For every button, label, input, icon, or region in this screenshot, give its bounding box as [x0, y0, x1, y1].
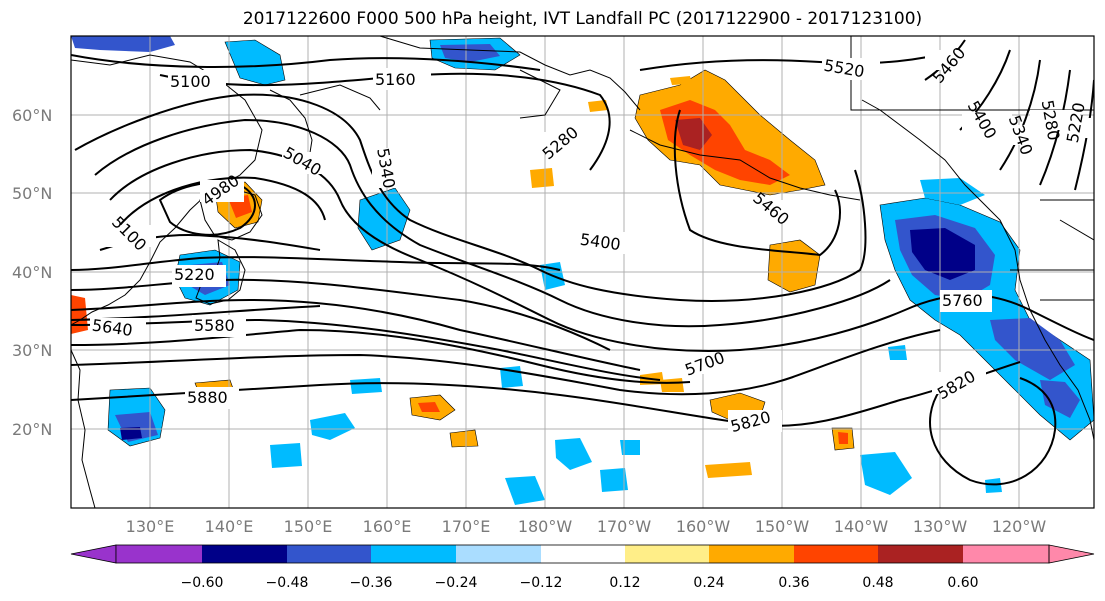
lon-label: 170°W — [597, 517, 652, 536]
colorbar-segment — [287, 545, 371, 563]
coastlines — [71, 36, 1094, 508]
colorbar-segment — [456, 545, 541, 563]
lon-label: 120°W — [992, 517, 1047, 536]
lon-label: 180°W — [518, 517, 573, 536]
lat-label-50n: 50°N — [12, 184, 52, 203]
colorbar-tick: 0.60 — [947, 575, 978, 591]
colorbar-tick: −0.24 — [435, 575, 478, 591]
lon-label: 140°W — [834, 517, 889, 536]
contour-label: 5100 — [170, 72, 211, 91]
lat-label-60n: 60°N — [12, 106, 52, 125]
figure-title: 2017122600 F000 500 hPa height, IVT Land… — [242, 9, 923, 29]
colorbar-segment — [625, 545, 709, 563]
latitude-labels: 60°N 50°N 40°N 30°N 20°N — [12, 106, 52, 439]
colorbar-extend-max — [1048, 544, 1095, 564]
colorbar-segment — [202, 545, 287, 563]
contour-label: 5880 — [187, 388, 228, 407]
map-area: 5100 5160 5520 5460 5400 5340 5280 5220 … — [71, 36, 1094, 508]
colorbar-tick: −0.60 — [181, 575, 224, 591]
colorbar-segment — [116, 545, 202, 563]
lon-label: 170°E — [442, 517, 491, 536]
colorbar-tick: −0.48 — [266, 575, 309, 591]
colorbar-segment — [541, 545, 625, 563]
negative-ivt-shading — [71, 36, 1094, 505]
map-frame — [70, 35, 1095, 509]
colorbar-segment — [963, 545, 1049, 563]
lat-label-20n: 20°N — [12, 420, 52, 439]
colorbar-segment — [794, 545, 878, 563]
colorbar-tick: −0.36 — [350, 575, 393, 591]
lon-label: 150°W — [755, 517, 810, 536]
lon-label: 140°E — [205, 517, 254, 536]
lat-label-30n: 30°N — [12, 341, 52, 360]
colorbar-segment — [878, 545, 963, 563]
lon-label: 130°W — [913, 517, 968, 536]
contour-label: 5160 — [375, 70, 416, 89]
colorbar-tick: 0.36 — [778, 575, 809, 591]
colorbar-ticks: −0.60 −0.48 −0.36 −0.24 −0.12 0.12 0.24 … — [181, 575, 979, 591]
contour-label: 5580 — [194, 316, 235, 335]
longitude-labels: 130°E 140°E 150°E 160°E 170°E 180°W 170°… — [126, 517, 1047, 536]
colorbar-segment — [709, 545, 794, 563]
lon-label: 160°E — [363, 517, 412, 536]
lat-label-40n: 40°N — [12, 263, 52, 282]
colorbar-extend-min — [70, 544, 117, 564]
contour-label: 5220 — [174, 265, 215, 284]
lon-label: 150°E — [284, 517, 333, 536]
colorbar: −0.60 −0.48 −0.36 −0.24 −0.12 0.12 0.24 … — [70, 544, 1095, 591]
contour-label: 5760 — [942, 291, 983, 310]
colorbar-segment — [371, 545, 456, 563]
colorbar-tick: −0.12 — [520, 575, 563, 591]
colorbar-outline — [115, 544, 1050, 564]
colorbar-tick: 0.12 — [609, 575, 640, 591]
lon-label: 130°E — [126, 517, 175, 536]
colorbar-tick: 0.48 — [862, 575, 893, 591]
colorbar-tick: 0.24 — [693, 575, 724, 591]
lon-label: 160°W — [676, 517, 731, 536]
